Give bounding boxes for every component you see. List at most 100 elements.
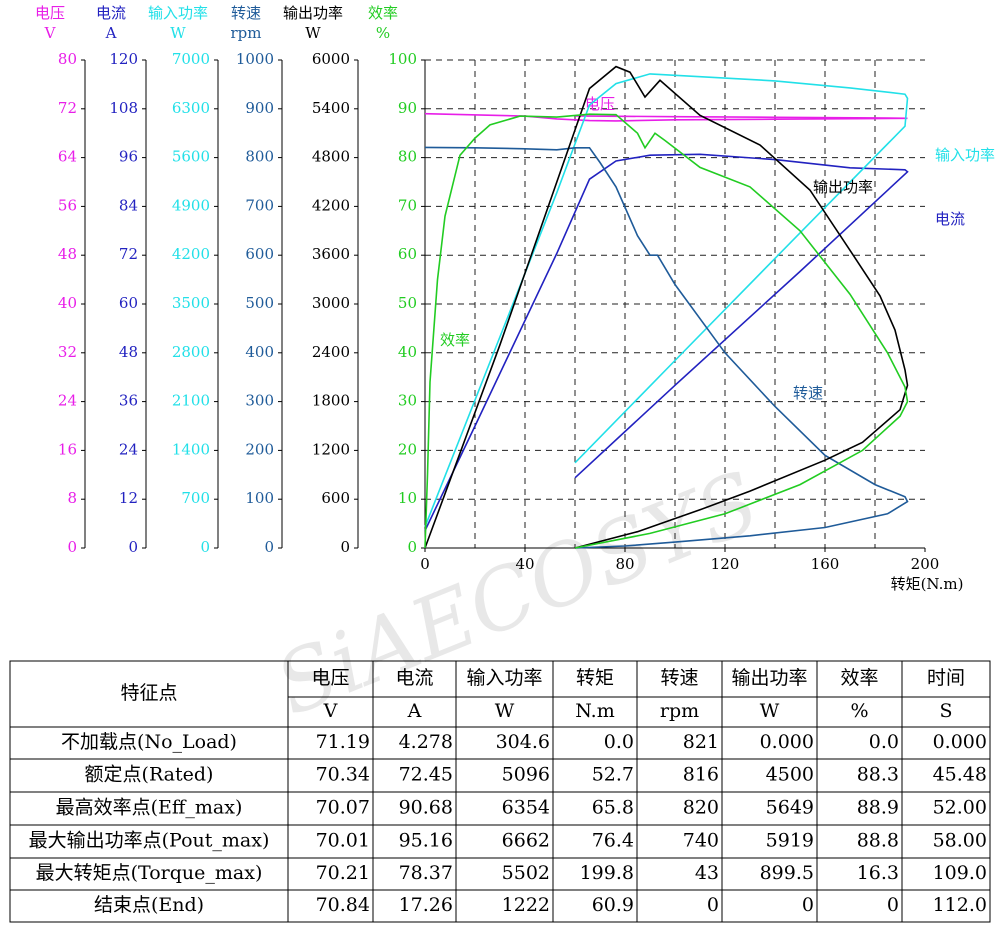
x-tick-label: 80: [615, 555, 634, 573]
x-tick-label: 40: [515, 555, 534, 573]
y-tick-label: 200: [245, 440, 274, 458]
axis-name: 电压: [35, 4, 65, 22]
y-tick-label: 700: [181, 489, 210, 507]
series-line: [424, 112, 908, 122]
table: 特征点 电压 V 电流 A 输入功率 W 转矩 N.m 转速 rpm 输出功率 W 效率% 时间 S 不加载点(…: [9, 660, 991, 923]
table-cell: 0: [707, 894, 719, 916]
x-tick-label: 200: [911, 555, 940, 573]
y-tick-label: 0: [264, 538, 274, 556]
axis-unit: W: [170, 24, 186, 42]
table-header: 时间: [927, 667, 965, 689]
axis-name: 输出功率: [283, 4, 343, 22]
y-tick-label: 60: [119, 294, 138, 312]
y-tick-label: 1200: [312, 440, 350, 458]
table-cell: 17.26: [399, 894, 453, 916]
table-unit: W: [495, 700, 515, 722]
y-tick-label: 56: [58, 196, 77, 214]
table-cell: 304.6: [496, 731, 550, 753]
y-tick-label: 400: [245, 343, 274, 361]
table-cell: 821: [683, 731, 719, 753]
table-cell: 820: [683, 797, 719, 819]
series-label: 输出功率: [813, 178, 873, 196]
series-line: [424, 65, 909, 549]
y-tick-label: 12: [119, 489, 138, 507]
y-tick-label: 1000: [236, 50, 274, 68]
table-cell: 70.84: [316, 894, 370, 916]
table-cell: 52.00: [933, 797, 987, 819]
x-tick-label: 120: [711, 555, 740, 573]
y-tick-label: 40: [398, 343, 417, 361]
y-tick-label: 36: [119, 392, 138, 410]
y-tick-label: 600: [321, 489, 350, 507]
axis-unit: %: [376, 24, 390, 42]
y-tick-label: 84: [119, 196, 138, 214]
x-tick-label: 160: [811, 555, 840, 573]
y-tick-label: 72: [119, 245, 138, 263]
row-label: 额定点(Rated): [85, 764, 214, 786]
y-tick-label: 80: [398, 148, 417, 166]
y-tick-label: 72: [58, 99, 77, 117]
table-unit: A: [407, 700, 422, 722]
row-label: 最大转矩点(Torque_max): [36, 862, 263, 884]
y-tick-label: 20: [398, 440, 417, 458]
table-cell: 5502: [502, 862, 550, 884]
table-unit: %: [850, 700, 868, 722]
table-cell: 52.7: [592, 764, 634, 786]
table-cell: 90.68: [399, 797, 453, 819]
series-line: [424, 153, 909, 531]
y-tick-label: 64: [58, 148, 77, 166]
table-cell: 109.0: [933, 862, 987, 884]
axis-name: 电流: [96, 4, 126, 22]
y-tick-label: 120: [109, 50, 138, 68]
y-tick-label: 16: [58, 440, 77, 458]
y-tick-label: 3600: [312, 245, 350, 263]
y-tick-label: 0: [128, 538, 138, 556]
table-cell: 78.37: [399, 862, 453, 884]
table-cell: 0: [887, 894, 899, 916]
table-unit: V: [323, 700, 338, 722]
table-cell: 45.48: [933, 764, 987, 786]
table-cell: 88.9: [857, 797, 899, 819]
table-cell: 70.21: [316, 862, 370, 884]
y-tick-label: 8: [67, 489, 77, 507]
y-tick-label: 6300: [172, 99, 210, 117]
y-tick-label: 7000: [172, 50, 210, 68]
table-cell: 740: [683, 830, 719, 852]
table-cell: 0.000: [760, 731, 814, 753]
y-tick-label: 100: [245, 489, 274, 507]
y-tick-label: 2400: [312, 343, 350, 361]
y-tick-label: 5600: [172, 148, 210, 166]
table-cell: 70.34: [316, 764, 370, 786]
table-cell: 65.8: [592, 797, 634, 819]
y-tick-label: 4800: [312, 148, 350, 166]
axis-name: 效率: [368, 4, 398, 22]
y-tick-label: 108: [109, 99, 138, 117]
table-header: 效率: [840, 667, 878, 689]
table-unit: rpm: [660, 700, 699, 722]
y-tick-label: 10: [398, 489, 417, 507]
y-tick-label: 900: [245, 99, 274, 117]
table-cell: 76.4: [592, 830, 634, 852]
y-tick-label: 48: [58, 245, 77, 263]
y-tick-label: 50: [398, 294, 417, 312]
row-label: 结束点(End): [94, 894, 204, 916]
y-tick-label: 60: [398, 245, 417, 263]
table-cell: 4.278: [399, 731, 453, 753]
y-tick-label: 3500: [172, 294, 210, 312]
table-header: 转矩: [576, 667, 614, 689]
x-axis-label: 转矩(N.m): [891, 575, 964, 593]
axis-unit: V: [44, 24, 57, 42]
table-cell: 95.16: [399, 830, 453, 852]
y-tick-label: 3000: [312, 294, 350, 312]
axis-name: 输入功率: [148, 4, 208, 22]
table-cell: 0.000: [933, 731, 987, 753]
y-tick-label: 30: [398, 392, 417, 410]
axis-unit: rpm: [231, 24, 262, 42]
y-tick-label: 6000: [312, 50, 350, 68]
axis-unit: A: [105, 24, 117, 42]
table-cell: 199.8: [580, 862, 634, 884]
table-cell: 4500: [766, 764, 814, 786]
y-tick-label: 700: [245, 196, 274, 214]
y-tick-label: 4900: [172, 196, 210, 214]
